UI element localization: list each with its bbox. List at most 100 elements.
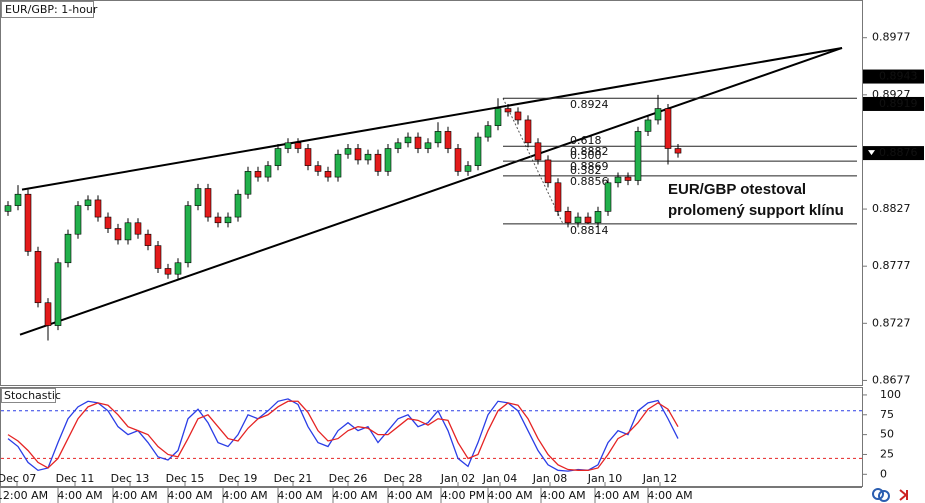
candle-body bbox=[494, 108, 502, 126]
candle-body bbox=[674, 148, 682, 154]
candle-body bbox=[464, 165, 472, 172]
chart-title: EUR/GBP: 1-hour bbox=[5, 3, 98, 16]
price-marker bbox=[863, 146, 924, 161]
candle-body bbox=[474, 136, 482, 166]
fib-ratio: 0.382 bbox=[570, 164, 602, 177]
stochastic-line bbox=[7, 400, 679, 471]
candle-body bbox=[254, 171, 262, 178]
candle-body bbox=[514, 111, 522, 121]
x-time-label: 4:00 AM bbox=[487, 489, 532, 502]
candle-body bbox=[184, 205, 192, 264]
candle-body bbox=[344, 148, 352, 155]
y-tick-label: 0.8777 bbox=[872, 259, 911, 272]
candle-body bbox=[434, 131, 442, 144]
annotation-line: EUR/GBP otestoval bbox=[668, 181, 806, 198]
x-tick-label: Jan 10 bbox=[587, 472, 622, 485]
y-tick-label: 0.8677 bbox=[872, 373, 911, 386]
x-tick-label: Jan 04 bbox=[482, 472, 517, 485]
x-time-label: 12:00 AM bbox=[0, 489, 48, 502]
title-box bbox=[1, 1, 94, 18]
x-tick-label: Dec 19 bbox=[219, 472, 258, 485]
y-tick-label: 75 bbox=[880, 408, 894, 421]
x-time-label: 4:00 AM bbox=[647, 489, 692, 502]
candle-body bbox=[414, 136, 422, 149]
x-tick-label: Jan 12 bbox=[642, 472, 677, 485]
candle-body bbox=[14, 193, 22, 206]
candle-body bbox=[174, 262, 182, 275]
candle-body bbox=[374, 153, 382, 172]
candle-body bbox=[644, 119, 652, 132]
candle-body bbox=[354, 148, 362, 161]
candle-body bbox=[594, 211, 602, 224]
icon bbox=[899, 489, 908, 501]
x-time-label: 4:00 PM bbox=[441, 489, 485, 502]
candle-body bbox=[634, 131, 642, 181]
candle-body bbox=[124, 222, 132, 241]
fib-price: 0.8869 bbox=[570, 160, 609, 173]
annotation-line: prolomený support klínu bbox=[668, 202, 844, 219]
candle-body bbox=[74, 205, 82, 235]
price-marker-label: 0.8943 bbox=[879, 70, 918, 83]
candle-body bbox=[24, 193, 32, 252]
fib-ratio: 0.618 bbox=[570, 134, 602, 147]
icon bbox=[878, 490, 890, 502]
x-tick-label: Jan 08 bbox=[532, 472, 567, 485]
x-time-label: 4:00 AM bbox=[277, 489, 322, 502]
candle-body bbox=[624, 176, 632, 181]
candle-body bbox=[384, 148, 392, 172]
candle-body bbox=[614, 176, 622, 184]
candle-body bbox=[364, 153, 372, 161]
candle-body bbox=[394, 142, 402, 149]
y-tick-label: 25 bbox=[880, 447, 894, 460]
candle-body bbox=[534, 142, 542, 161]
candle-body bbox=[64, 233, 72, 264]
x-time-label: 4:00 AM bbox=[594, 489, 639, 502]
candle-body bbox=[144, 233, 152, 246]
candle-body bbox=[294, 142, 302, 149]
candle-body bbox=[114, 228, 122, 241]
x-time-label: 4:00 AM bbox=[112, 489, 157, 502]
trendline bbox=[19, 47, 843, 336]
candle-body bbox=[544, 159, 552, 184]
candle-body bbox=[44, 302, 52, 326]
price-marker-label: 0.8876 bbox=[879, 146, 918, 159]
price-marker-label: 0.8919 bbox=[879, 97, 918, 110]
stochastic-title-box bbox=[1, 388, 56, 403]
candle-body bbox=[664, 108, 672, 149]
stochastic-panel bbox=[0, 387, 863, 487]
x-tick-label: Dec 15 bbox=[166, 472, 205, 485]
stochastic-line bbox=[7, 398, 679, 472]
fib-price: 0.8814 bbox=[570, 224, 609, 237]
candle-body bbox=[584, 216, 592, 224]
candle-body bbox=[94, 199, 102, 218]
x-tick-label: Dec 11 bbox=[56, 472, 95, 485]
candle-body bbox=[34, 251, 42, 304]
candle-body bbox=[404, 136, 412, 144]
candle-body bbox=[84, 199, 92, 206]
price-marker bbox=[863, 96, 924, 111]
candle-body bbox=[134, 222, 142, 235]
icon bbox=[872, 488, 884, 500]
trendline bbox=[21, 46, 843, 191]
y-tick-label: 0 bbox=[880, 467, 887, 480]
candle-body bbox=[194, 188, 202, 206]
fib-price: 0.8924 bbox=[570, 98, 609, 111]
x-time-label: 4:00 AM bbox=[57, 489, 102, 502]
fib-price: 0.8882 bbox=[570, 145, 609, 158]
x-time-label: 4:00 AM bbox=[332, 489, 377, 502]
x-tick-label: Dec 13 bbox=[111, 472, 150, 485]
candle-body bbox=[244, 171, 252, 195]
candle-body bbox=[284, 142, 292, 149]
x-time-label: 4:00 AM bbox=[540, 489, 585, 502]
candle-body bbox=[604, 182, 612, 212]
x-time-label: 4:00 AM bbox=[167, 489, 212, 502]
fib-ratio: 0.500 bbox=[570, 149, 602, 162]
candle-body bbox=[4, 205, 12, 212]
y-tick-label: 0.8827 bbox=[872, 202, 911, 215]
x-time-label: 4:00 AM bbox=[222, 489, 267, 502]
candle-body bbox=[654, 108, 662, 121]
candle-body bbox=[454, 148, 462, 172]
candle-body bbox=[484, 125, 492, 138]
candle-body bbox=[304, 148, 312, 166]
